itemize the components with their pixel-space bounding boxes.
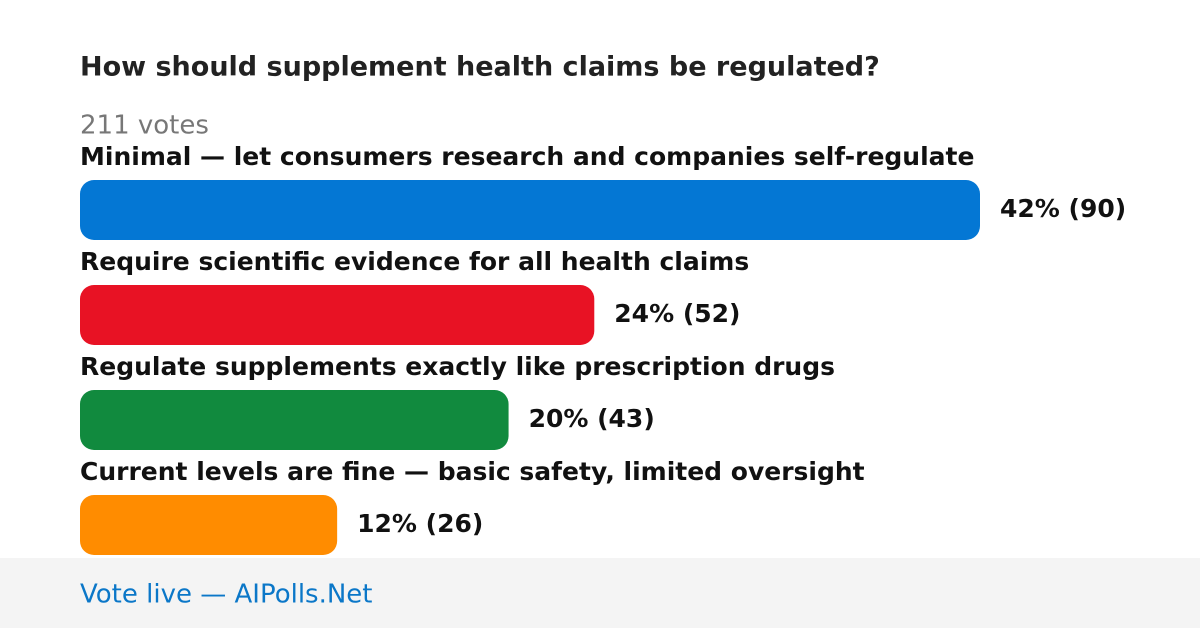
bar (80, 285, 595, 345)
value-label: 42% (90) (1000, 194, 1126, 223)
vote-count: 211 votes (80, 111, 209, 141)
option-label: Minimal — let consumers research and com… (80, 142, 974, 171)
footer-link[interactable]: Vote live — AIPolls.Net (80, 580, 373, 610)
option-label: Current levels are fine — basic safety, … (80, 457, 865, 486)
option-label: Regulate supplements exactly like prescr… (80, 352, 835, 381)
bar (80, 495, 338, 555)
value-label: 24% (52) (614, 299, 740, 328)
bar (80, 180, 980, 240)
value-label: 20% (43) (529, 404, 655, 433)
footer-bar (0, 558, 1200, 628)
value-label: 12% (26) (357, 509, 483, 538)
option-label: Require scientific evidence for all heal… (80, 247, 749, 276)
bar (80, 390, 509, 450)
poll-title: How should supplement health claims be r… (80, 52, 880, 83)
